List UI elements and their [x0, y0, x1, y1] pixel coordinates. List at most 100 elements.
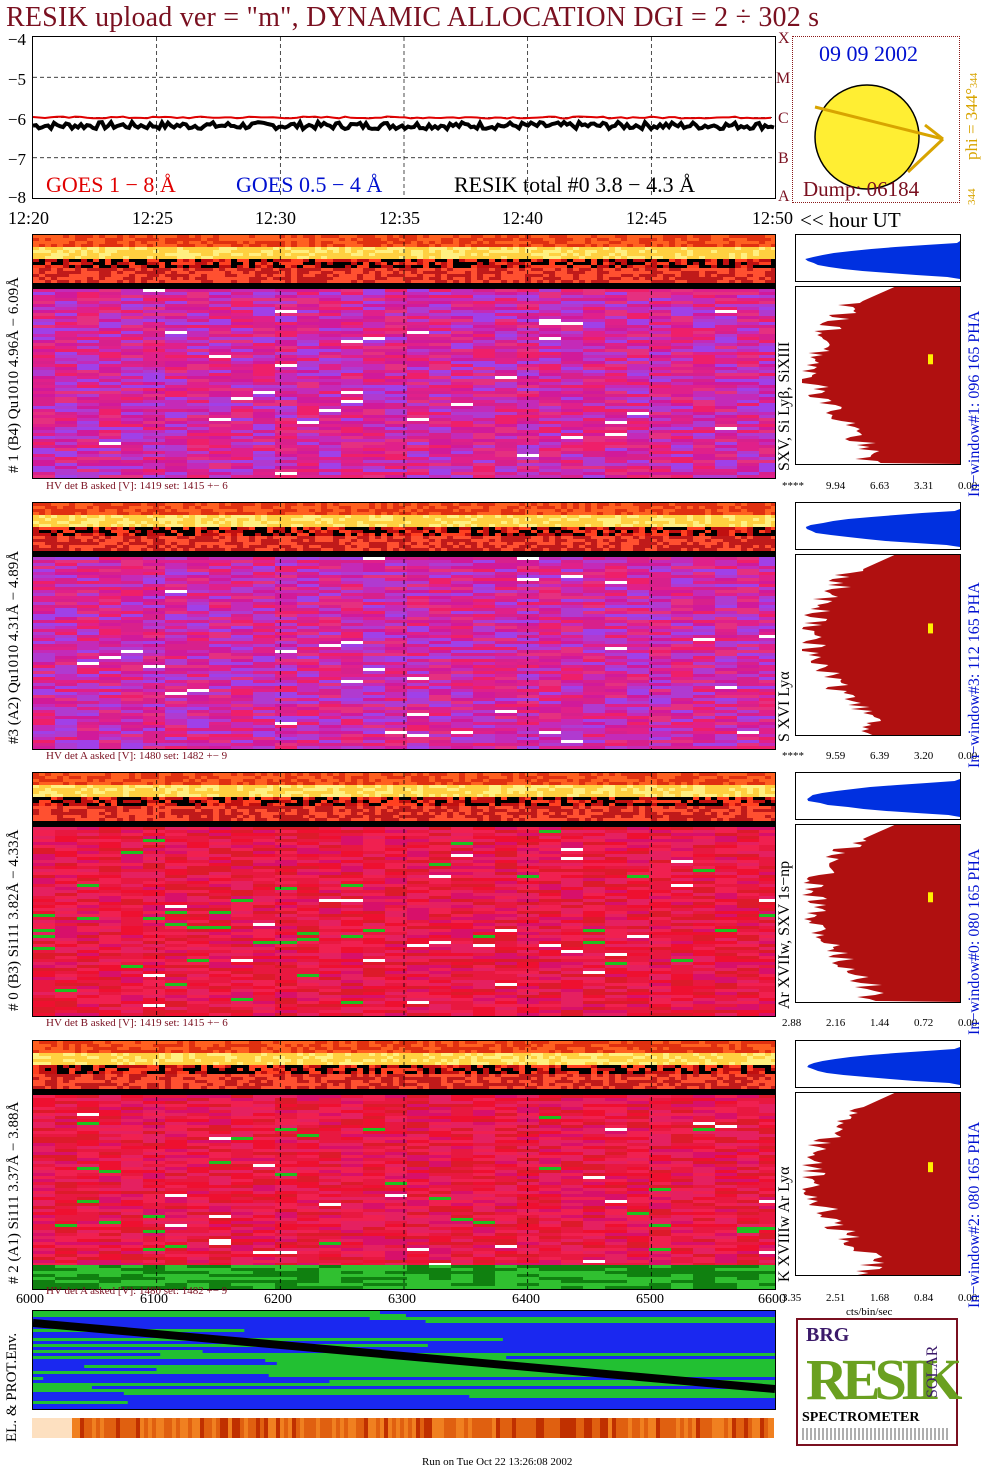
- heat-cell: [715, 406, 737, 409]
- heat-cell: [165, 313, 187, 316]
- heat-cell: [195, 506, 201, 509]
- heat-cell: [237, 509, 243, 512]
- heat-cell: [231, 466, 253, 469]
- heat-cell: [483, 515, 489, 518]
- heat-cell: [319, 361, 341, 364]
- heat-cell: [693, 518, 699, 521]
- heat-cell: [407, 331, 429, 334]
- heat-cell: [363, 463, 385, 466]
- heat-cell: [517, 415, 539, 418]
- heat-cell: [319, 325, 341, 328]
- heat-cell: [319, 322, 341, 325]
- heat-cell: [327, 509, 333, 512]
- heat-cell: [121, 307, 143, 310]
- heat-cell: [717, 253, 723, 256]
- heat-cell: [297, 373, 319, 376]
- heat-cell: [121, 448, 143, 451]
- heat-cell: [519, 277, 525, 280]
- heat-cell: [57, 503, 63, 506]
- heat-cell: [759, 400, 775, 403]
- heat-cell: [291, 268, 297, 271]
- time-tick-label: 12:50: [752, 208, 794, 228]
- heat-cell: [603, 509, 609, 512]
- heat-cell: [627, 295, 649, 298]
- heat-cell: [121, 454, 143, 457]
- heat-cell: [55, 415, 77, 418]
- heat-cell: [267, 235, 273, 238]
- heat-cell: [517, 385, 539, 388]
- heat-cell: [693, 451, 715, 454]
- heat-cell: [451, 313, 473, 316]
- heat-cell: [319, 343, 341, 346]
- heat-cell: [407, 418, 429, 421]
- heat-cell: [517, 394, 539, 397]
- heat-cell: [663, 274, 669, 277]
- heat-cell: [671, 457, 693, 460]
- heat-cell: [649, 307, 671, 310]
- heat-cell: [615, 280, 621, 283]
- heat-cell: [81, 521, 87, 524]
- heat-cell: [45, 259, 51, 262]
- heat-cell: [671, 406, 693, 409]
- heat-cell: [417, 506, 423, 509]
- heat-cell: [231, 370, 253, 373]
- heat-cell: [253, 469, 275, 472]
- heat-cell: [605, 397, 627, 400]
- heat-cell: [407, 451, 429, 454]
- heat-cell: [759, 385, 775, 388]
- heat-cell: [143, 337, 165, 340]
- heat-cell: [225, 506, 231, 509]
- heat-cell: [539, 439, 561, 442]
- heat-cell: [705, 259, 711, 262]
- heat-cell: [465, 235, 471, 238]
- heat-cell: [759, 454, 775, 457]
- heat-cell: [275, 370, 297, 373]
- heat-cell: [473, 328, 495, 331]
- heat-cell: [187, 388, 209, 391]
- heat-cell: [715, 469, 737, 472]
- heat-cell: [473, 334, 495, 337]
- heat-cell: [195, 515, 201, 518]
- heat-cell: [573, 235, 579, 238]
- heat-cell: [87, 256, 93, 259]
- heat-cell: [447, 503, 453, 506]
- heat-cell: [715, 322, 737, 325]
- heat-cell: [147, 244, 153, 247]
- heat-cell: [255, 241, 261, 244]
- heat-cell: [489, 247, 495, 250]
- heat-cell: [483, 235, 489, 238]
- heat-cell: [705, 235, 711, 238]
- heat-cell: [583, 463, 605, 466]
- heat-cell: [747, 235, 753, 238]
- heat-cell: [651, 235, 657, 238]
- heat-cell: [141, 247, 147, 250]
- heat-cell: [585, 506, 591, 509]
- heat-cell: [45, 235, 51, 238]
- line-profile-area: [802, 287, 960, 464]
- heat-cell: [255, 265, 261, 268]
- heat-cell: [561, 397, 583, 400]
- heat-cell: [33, 379, 55, 382]
- heat-cell: [549, 271, 555, 274]
- heat-cell: [699, 277, 705, 280]
- heat-cell: [711, 253, 717, 256]
- heat-cell: [333, 265, 339, 268]
- heat-cell: [715, 439, 737, 442]
- heat-cell: [583, 298, 605, 301]
- heat-cell: [399, 506, 405, 509]
- heat-cell: [597, 509, 603, 512]
- heat-cell: [561, 506, 567, 509]
- heat-cell: [671, 433, 693, 436]
- heat-cell: [45, 256, 51, 259]
- heat-cell: [723, 271, 729, 274]
- heat-cell: [81, 268, 87, 271]
- heat-cell: [573, 265, 579, 268]
- heat-cell: [687, 280, 693, 283]
- heat-cell: [209, 400, 231, 403]
- heat-cell: [207, 518, 213, 521]
- heat-cell: [369, 271, 375, 274]
- heat-cell: [207, 280, 213, 283]
- heat-cell: [693, 316, 715, 319]
- heat-cell: [363, 370, 385, 373]
- heat-cell: [345, 250, 351, 253]
